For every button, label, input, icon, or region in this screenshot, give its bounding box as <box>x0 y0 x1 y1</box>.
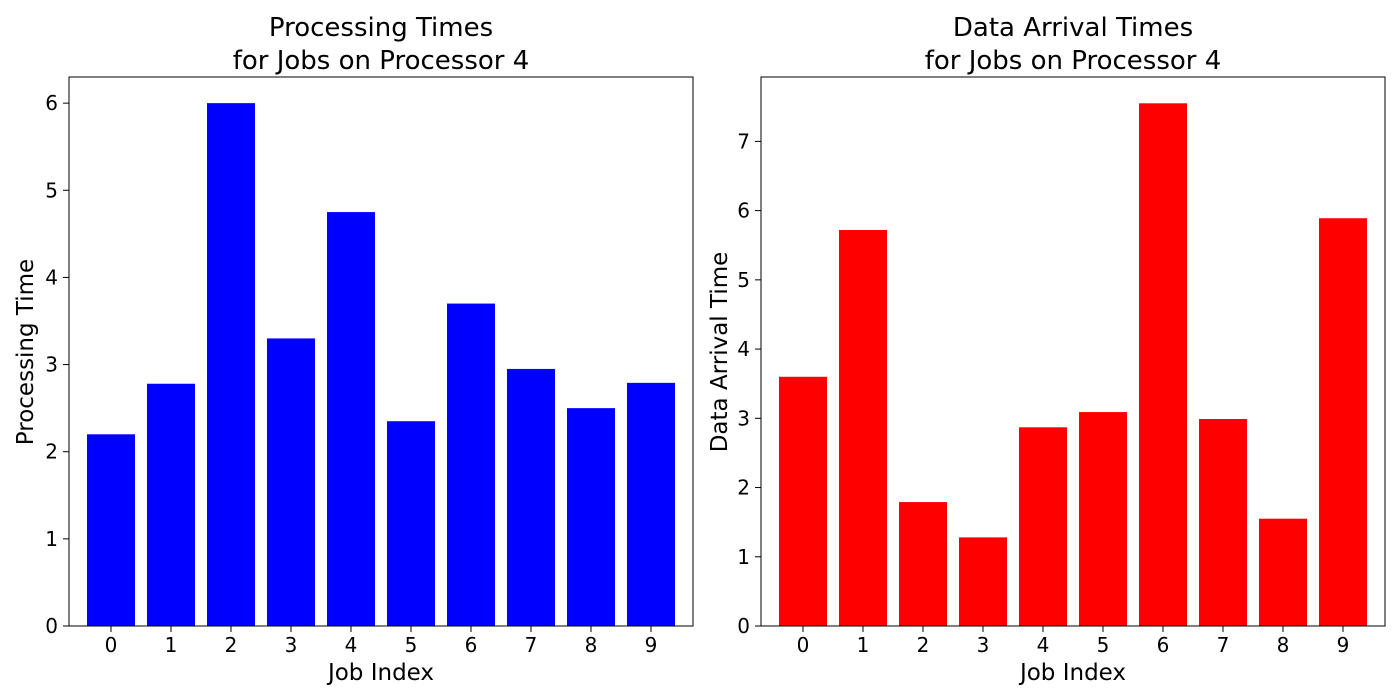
bar-job-3 <box>267 338 315 626</box>
x-tick-label: 8 <box>1277 633 1290 657</box>
chart-title-line-2: for Jobs on Processor 4 <box>233 46 530 76</box>
bar-job-5 <box>1079 412 1127 626</box>
x-tick-label: 6 <box>465 633 478 657</box>
x-tick-label: 3 <box>285 633 298 657</box>
bar-job-2 <box>207 103 255 626</box>
y-tick-label: 2 <box>737 476 750 500</box>
y-tick-label: 1 <box>45 527 58 551</box>
bar-job-4 <box>1019 427 1067 626</box>
bar-job-9 <box>1319 218 1367 627</box>
y-tick-label: 3 <box>45 353 58 377</box>
x-tick-label: 0 <box>797 633 810 657</box>
bar-job-1 <box>839 230 887 626</box>
bar-job-1 <box>147 383 195 626</box>
x-tick-label: 9 <box>1337 633 1350 657</box>
y-axis-label: Data Arrival Time <box>707 252 733 453</box>
bars <box>87 103 675 626</box>
y-tick-label: 0 <box>737 614 750 638</box>
x-axis-label: Job Index <box>326 660 434 686</box>
y-tick-label: 4 <box>737 337 750 361</box>
bar-job-6 <box>1139 103 1187 626</box>
bar-job-9 <box>627 382 675 626</box>
y-tick-label: 5 <box>737 268 750 292</box>
x-tick-label: 2 <box>225 633 238 657</box>
chart-title-line-1: Data Arrival Times <box>953 13 1193 43</box>
y-tick-label: 6 <box>737 199 750 223</box>
x-tick-label: 8 <box>585 633 598 657</box>
data-arrival-times-chart: Data Arrival Times for Jobs on Processor… <box>707 13 1386 686</box>
y-tick-label: 0 <box>45 614 58 638</box>
y-axis-ticks: 0 1 2 3 4 5 6 <box>45 91 69 638</box>
x-tick-label: 5 <box>1097 633 1110 657</box>
bar-job-7 <box>507 368 555 626</box>
plot-frame <box>760 76 1386 627</box>
x-tick-label: 7 <box>1217 633 1230 657</box>
bars <box>779 103 1367 627</box>
bar-job-7 <box>1199 419 1247 626</box>
y-tick-label: 3 <box>737 406 750 430</box>
x-tick-label: 0 <box>105 633 118 657</box>
x-tick-label: 5 <box>405 633 418 657</box>
chart-title-line-1: Processing Times <box>269 13 493 43</box>
bar-job-4 <box>327 212 375 626</box>
y-tick-label: 4 <box>45 265 58 289</box>
x-tick-label: 3 <box>977 633 990 657</box>
bar-job-2 <box>899 502 947 626</box>
processing-times-chart: Processing Times for Jobs on Processor 4… <box>13 13 694 686</box>
bar-job-8 <box>567 408 615 626</box>
bar-job-0 <box>779 376 827 626</box>
x-tick-label: 1 <box>857 633 870 657</box>
y-axis-ticks: 0 1 2 3 4 5 6 7 <box>737 129 761 638</box>
y-tick-label: 6 <box>45 91 58 115</box>
x-axis-label: Job Index <box>1018 660 1126 686</box>
plot-frame <box>68 76 694 627</box>
y-tick-label: 1 <box>737 545 750 569</box>
y-tick-label: 7 <box>737 129 750 153</box>
bar-job-0 <box>87 434 135 626</box>
x-tick-label: 6 <box>1157 633 1170 657</box>
x-axis-ticks: 0 1 2 3 4 5 6 7 8 9 <box>797 626 1350 657</box>
x-axis-ticks: 0 1 2 3 4 5 6 7 8 9 <box>105 626 658 657</box>
y-tick-label: 5 <box>45 178 58 202</box>
bar-job-3 <box>959 537 1007 626</box>
y-axis-label: Processing Time <box>13 259 39 445</box>
x-tick-label: 1 <box>165 633 178 657</box>
bar-job-6 <box>447 303 495 626</box>
chart-title-line-2: for Jobs on Processor 4 <box>925 46 1222 76</box>
y-tick-label: 2 <box>45 440 58 464</box>
bar-job-5 <box>387 421 435 626</box>
bar-job-8 <box>1259 518 1307 626</box>
x-tick-label: 2 <box>917 633 930 657</box>
x-tick-label: 7 <box>525 633 538 657</box>
x-tick-label: 4 <box>345 633 358 657</box>
x-tick-label: 9 <box>645 633 658 657</box>
x-tick-label: 4 <box>1037 633 1050 657</box>
